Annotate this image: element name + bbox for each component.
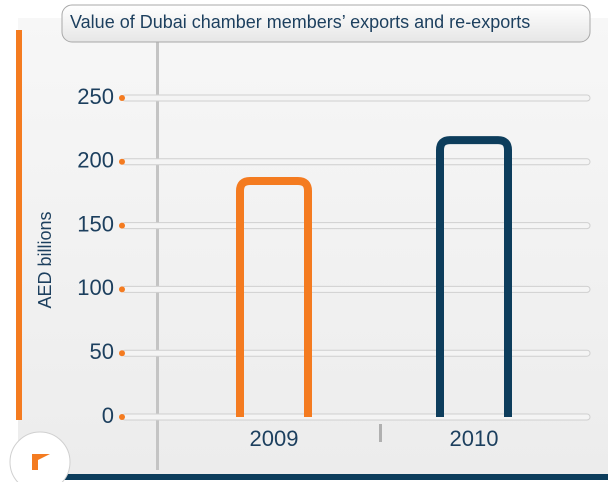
tick-dot xyxy=(119,414,125,420)
logo-icon xyxy=(32,454,50,470)
tick-dot xyxy=(119,350,125,357)
grid-line xyxy=(121,94,591,102)
tick-dot xyxy=(119,158,125,165)
y-tick-label: 250 xyxy=(77,84,114,109)
tick-dot xyxy=(119,95,125,101)
y-tick-label: 50 xyxy=(90,339,114,364)
x-tick-label: 2010 xyxy=(450,426,499,451)
chart-title: Value of Dubai chamber members’ exports … xyxy=(70,12,530,32)
tick-dot xyxy=(119,286,125,293)
title-box xyxy=(61,4,591,43)
x-tick-label: 2009 xyxy=(250,426,299,451)
grid-line xyxy=(121,413,591,421)
separator xyxy=(379,424,382,442)
left-border xyxy=(16,30,22,420)
y-tick-label: 200 xyxy=(77,148,114,173)
tick-dot xyxy=(119,222,125,229)
grid-line xyxy=(121,349,591,357)
y-tick-label: 150 xyxy=(77,211,114,236)
y-tick-label: 100 xyxy=(77,275,114,300)
axis-line xyxy=(156,40,159,470)
grid-line xyxy=(121,158,591,166)
grid-line xyxy=(121,285,591,293)
grid-line xyxy=(121,222,591,230)
y-axis-label: AED billions xyxy=(35,211,55,308)
y-tick-label: 0 xyxy=(102,403,114,428)
bar xyxy=(436,136,512,417)
bottom-border xyxy=(60,474,608,480)
bar xyxy=(236,176,312,417)
